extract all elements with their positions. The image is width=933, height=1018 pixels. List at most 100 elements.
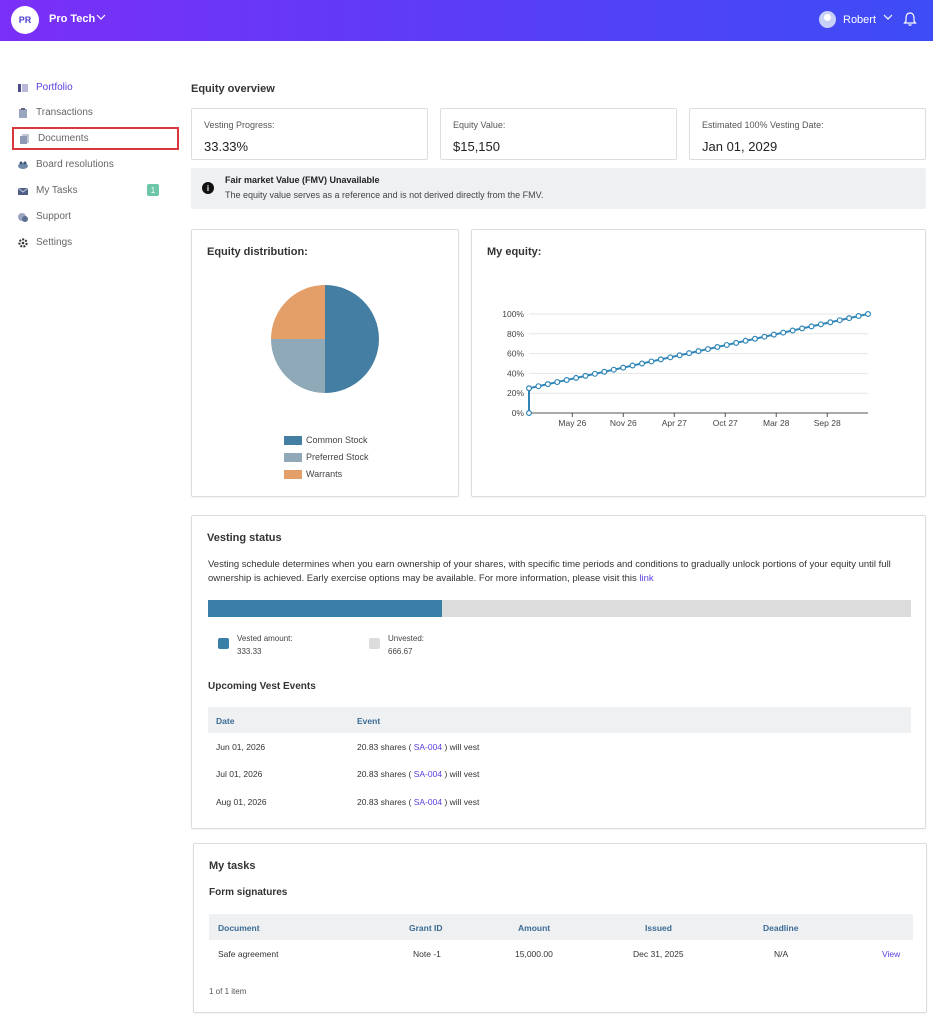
x-tick-label: Apr 27 [662,418,687,428]
event-text: 20.83 shares ( [357,742,412,752]
org-avatar[interactable]: PR [11,6,39,34]
stat-label: Vesting Progress: [204,120,275,130]
column-header-event: Event [357,716,381,726]
data-point [827,319,834,326]
x-tick-label: Nov 26 [610,418,637,428]
data-point [629,362,636,369]
data-point [639,360,646,367]
data-point [770,331,777,338]
user-name[interactable]: Robert [843,14,877,26]
stat-value: Jan 01, 2029 [702,139,778,154]
unvested-label: Unvested: [388,634,425,643]
legend-label: Warrants [306,469,343,479]
top-bar: PR Pro Tech Robert [0,0,933,41]
stat-label: Equity Value: [453,120,506,130]
y-tick-label: 100% [502,309,524,319]
sidebar-item-label: Portfolio [36,82,73,93]
chevron-down-icon[interactable] [96,12,106,25]
portfolio-icon [18,83,28,93]
vest-event: 20.83 shares ( SA-004 ) will vest [357,742,479,752]
legend-swatch [284,469,302,479]
sidebar-item-documents[interactable]: Documents [12,127,179,150]
data-point [620,364,627,371]
y-tick-label: 80% [507,329,524,339]
column-header-document: Document [218,923,260,933]
sidebar-item-label: Support [36,211,72,222]
sidebar-item-my-tasks[interactable]: My Tasks 1 [12,179,179,202]
sidebar-item-portfolio[interactable]: Portfolio [12,76,179,99]
panel-title: Equity distribution: [207,246,308,258]
data-point [846,315,853,322]
data-point [855,313,862,320]
data-point [789,327,796,334]
chevron-down-icon[interactable] [883,12,893,25]
data-point [752,335,759,342]
y-tick-label: 20% [507,388,524,398]
sidebar-item-transactions[interactable]: Transactions [12,101,179,124]
pie-slice-warrants [271,285,325,339]
vested-legend: Vested amount: 333.33 [218,632,293,658]
task-document: Safe agreement [218,949,279,959]
data-point [704,346,711,353]
data-point [554,379,561,386]
vesting-date-card: Estimated 100% Vesting Date: Jan 01, 202… [689,108,926,160]
panel-title: Vesting status [207,532,282,544]
legend-common-stock: Common Stock [284,435,368,445]
legend-label: Preferred Stock [306,452,369,462]
my-equity-panel: My equity: 0% 20% 40% 60% 80% 100% May 26 Nov 2… [471,229,926,497]
vested-value: 333.33 [237,647,262,656]
stat-value: $15,150 [453,139,500,154]
page-title: Equity overview [191,83,275,95]
y-tick-label: 0% [512,408,525,418]
grant-link[interactable]: SA-004 [413,797,443,807]
view-task-link[interactable]: View [882,949,901,959]
legend-warrants: Warrants [284,469,342,479]
sidebar-item-support[interactable]: Support [12,205,179,228]
event-text: 20.83 shares ( [357,769,412,779]
grant-link[interactable]: SA-004 [413,769,443,779]
sidebar-item-label: Transactions [36,107,93,118]
data-point [780,329,787,336]
task-issued: Dec 31, 2025 [633,949,684,959]
fmv-notice: i Fair market Value (FMV) Unavailable Th… [191,168,926,209]
x-tick-label: May 26 [558,418,586,428]
task-amount: 15,000.00 [515,949,553,959]
unvested-legend: Unvested: 666.67 [369,632,424,658]
data-point [648,358,655,365]
pie-chart [271,285,379,393]
vest-table-header: Date Event [208,707,911,733]
panel-title: My tasks [209,860,256,872]
sidebar-item-settings[interactable]: Settings [12,231,179,254]
column-header-grant-id: Grant ID [409,923,443,933]
column-header-issued: Issued [645,923,672,933]
legend-swatch [284,435,302,445]
equity-line-chart: 0% 20% 40% 60% 80% 100% May 26 Nov 26 Apr 27 Oct … [502,309,872,428]
data-point [535,383,542,390]
unvested-value: 666.67 [388,647,413,656]
data-point [573,374,580,381]
x-tick-label: Oct 27 [713,418,738,428]
tasks-table-header: Document Grant ID Amount Issued Deadline [209,914,913,940]
org-name[interactable]: Pro Tech [49,13,96,25]
upcoming-vest-title: Upcoming Vest Events [208,681,316,692]
legend-swatch [218,638,229,649]
data-point [525,410,532,417]
pie-slice-preferred-stock [271,339,325,393]
data-point [676,352,683,359]
form-signatures-title: Form signatures [209,887,288,898]
bell-icon[interactable] [903,11,917,27]
clipboard-icon [18,107,28,118]
event-text: ) will vest [444,797,480,807]
sidebar-item-board-resolutions[interactable]: Board resolutions [12,153,179,176]
data-point [610,366,617,373]
sidebar-item-label: My Tasks [36,185,78,196]
data-point [865,310,872,317]
data-point [657,356,664,363]
grant-link[interactable]: SA-004 [413,742,443,752]
user-avatar[interactable] [819,11,836,28]
data-point [667,354,674,361]
sidebar-item-label: Board resolutions [36,159,114,170]
notice-title: Fair market Value (FMV) Unavailable [225,175,380,185]
notice-text: The equity value serves as a reference a… [225,190,544,200]
vesting-info-link[interactable]: link [639,573,654,584]
